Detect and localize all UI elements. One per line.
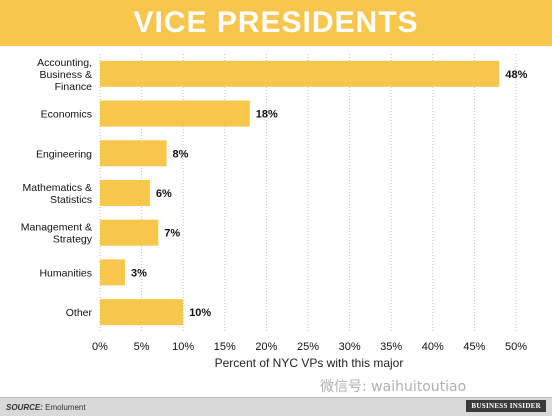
category-label: Economics	[41, 109, 92, 121]
category-label: Accounting, Business & Finance	[37, 57, 92, 93]
x-tick-label: 40%	[422, 341, 444, 353]
x-tick-label: 10%	[172, 341, 194, 353]
bar-chart: Accounting, Business & Finance Economics Eng…	[21, 54, 528, 370]
value-label: 7%	[164, 228, 180, 240]
x-tick-label: 20%	[255, 341, 277, 353]
source-value: Emolument	[45, 403, 86, 412]
brand-logo: BUSINESS INSIDER	[466, 400, 546, 412]
watermark-text: 微信号: waihuitoutiao	[320, 379, 467, 395]
x-tick-label: 25%	[297, 341, 319, 353]
category-label: Humanities	[39, 267, 92, 279]
x-tick-label: 30%	[339, 341, 361, 353]
x-tick-label: 45%	[463, 341, 485, 353]
x-tick-label: 35%	[380, 341, 402, 353]
bar	[100, 180, 150, 206]
x-tick-label: 15%	[214, 341, 236, 353]
chart-title: VICE PRESIDENTS	[133, 6, 419, 39]
value-label: 10%	[189, 307, 211, 319]
bar	[100, 299, 184, 326]
value-label: 6%	[156, 188, 172, 200]
value-labels: 48% 18% 8% 6% 7% 3% 10%	[131, 69, 528, 319]
grid-lines	[99, 54, 517, 332]
source-credit: SOURCE: Emolument	[6, 403, 86, 412]
bar	[100, 100, 250, 127]
value-label: 3%	[131, 267, 147, 279]
x-tick-labels: 0% 5% 10% 15% 20% 25% 30% 35% 40% 45% 50%	[92, 341, 527, 353]
x-tick-label: 5%	[134, 341, 150, 353]
source-label: SOURCE:	[6, 403, 43, 412]
bar	[100, 60, 500, 87]
category-label: Other	[66, 307, 93, 319]
value-label: 48%	[505, 69, 527, 81]
bar	[100, 140, 167, 167]
footer: SOURCE: Emolument BUSINESS INSIDER	[0, 397, 552, 416]
category-labels: Accounting, Business & Finance Economics Eng…	[21, 57, 93, 319]
x-axis-label: Percent of NYC VPs with this major	[215, 356, 404, 370]
value-label: 8%	[173, 148, 189, 160]
bar	[100, 259, 125, 286]
title-bar: VICE PRESIDENTS	[0, 0, 552, 46]
x-tick-label: 50%	[505, 341, 527, 353]
category-label: Engineering	[36, 148, 92, 160]
bar	[100, 219, 159, 246]
value-label: 18%	[256, 109, 278, 121]
x-tick-label: 0%	[92, 341, 108, 353]
category-label: Mathematics & Statistics	[23, 182, 92, 206]
bars	[100, 60, 500, 326]
category-label: Management & Strategy	[21, 222, 93, 246]
